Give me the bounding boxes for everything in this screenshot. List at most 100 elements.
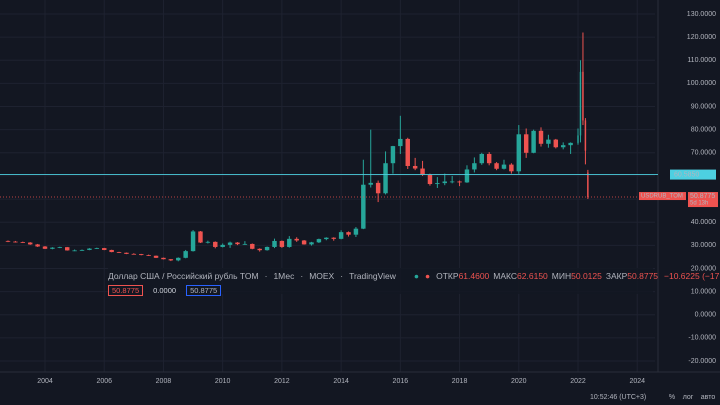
- candle-body: [587, 172, 589, 198]
- candle-body: [146, 255, 151, 256]
- y-tick-label: 20.0000: [691, 265, 716, 272]
- ohlc-value: 61.4600: [458, 271, 490, 281]
- ohlc-item: ЗАКР50.8775: [606, 271, 658, 281]
- price-line-tag: [670, 169, 716, 180]
- candle-body: [153, 255, 159, 258]
- candle-body: [509, 164, 514, 172]
- y-tick-label: 130.0000: [687, 11, 716, 18]
- y-tick-label: 110.0000: [687, 57, 716, 64]
- y-tick-label: 40.0000: [691, 219, 716, 226]
- x-tick-label: 2022: [570, 378, 586, 385]
- candle-body: [139, 254, 144, 256]
- candle-body: [464, 169, 470, 183]
- y-tick-label: 0.0000: [695, 312, 717, 319]
- symbol-tag: [639, 192, 686, 201]
- candle-body: [516, 134, 522, 172]
- scale-button[interactable]: авто: [701, 394, 716, 401]
- candle-body: [109, 249, 114, 253]
- scale-button[interactable]: лог: [683, 394, 694, 401]
- y-tick-label: -20.0000: [688, 358, 716, 365]
- candle-body: [457, 181, 462, 183]
- candle-body: [368, 182, 373, 185]
- y-tick-label: 80.0000: [691, 127, 716, 134]
- candle-body: [346, 232, 351, 235]
- status-time: 10:52:46 (UTC+3): [590, 394, 646, 401]
- symbol-title[interactable]: Доллар США / Российский рубль TOM: [108, 271, 259, 281]
- x-tick-label: 2006: [96, 378, 112, 385]
- candle-body: [390, 146, 396, 164]
- candle-body: [479, 153, 484, 164]
- candle-body: [412, 165, 418, 169]
- candle-body: [383, 163, 388, 194]
- y-tick-label: 100.0000: [687, 80, 716, 87]
- candle-body: [486, 153, 492, 164]
- candle-body: [287, 238, 292, 247]
- candle-body: [523, 134, 529, 153]
- value-box: 50.8775: [108, 284, 144, 296]
- candle-body: [279, 240, 285, 247]
- candle-body: [494, 163, 499, 169]
- candle-body: [57, 247, 63, 248]
- candle-body: [235, 242, 240, 245]
- candle-body: [5, 240, 11, 242]
- candle-body: [577, 135, 579, 143]
- candle-body: [472, 163, 477, 170]
- candle-body: [531, 130, 536, 153]
- candle-body: [449, 181, 455, 183]
- candle-body: [20, 242, 26, 243]
- candle-body: [79, 249, 85, 251]
- source: TradingView: [349, 271, 396, 281]
- candle-body: [198, 231, 203, 243]
- candle-body: [375, 182, 381, 194]
- interval[interactable]: 1Мес: [273, 271, 295, 281]
- candle-body: [257, 248, 262, 251]
- candle-body: [250, 243, 255, 249]
- candle-body: [161, 257, 166, 260]
- y-tick-label: -10.0000: [688, 335, 716, 342]
- candle-body: [72, 250, 77, 252]
- ohlc-value: 50.8775: [627, 271, 659, 281]
- candle-body: [579, 71, 582, 136]
- candle-body: [398, 138, 403, 147]
- candle-body: [420, 168, 425, 175]
- x-tick-label: 2012: [274, 378, 290, 385]
- candle-body: [190, 231, 196, 252]
- x-tick-label: 2008: [156, 378, 172, 385]
- change: −10.6225 (−17.27%): [664, 271, 720, 281]
- y-tick-label: 90.0000: [691, 103, 716, 110]
- candle-body: [560, 145, 566, 148]
- candle-body: [361, 184, 366, 229]
- candle-body: [124, 252, 129, 254]
- ohlc-label: ЗАКР: [605, 271, 628, 281]
- candle-body: [427, 174, 433, 185]
- candle-body: [338, 232, 344, 239]
- candle-body: [35, 244, 40, 247]
- value-box: 0.0000: [153, 285, 177, 295]
- candle-body: [309, 242, 314, 245]
- candle-body: [50, 247, 55, 249]
- candle-body: [553, 139, 559, 148]
- candle-body: [442, 181, 447, 184]
- exchange: MOEX: [309, 271, 335, 281]
- legend: Доллар США / Российский рубль TOM · 1Мес ·…: [108, 268, 720, 296]
- candle-body: [584, 120, 587, 151]
- candle-body: [87, 248, 92, 250]
- value-box: 50.8775: [186, 284, 222, 296]
- candle-body: [546, 139, 551, 144]
- candle-body: [353, 228, 359, 235]
- candle-body: [301, 240, 307, 245]
- candle-body: [42, 246, 48, 249]
- ohlc-value: 50.0125: [571, 271, 602, 281]
- candle-body: [183, 251, 188, 258]
- ohlc-label: МАКС: [493, 271, 518, 281]
- candle-body: [227, 242, 233, 245]
- candle-body: [538, 130, 544, 144]
- candle-body: [131, 253, 137, 255]
- x-tick-label: 2018: [452, 378, 468, 385]
- candle-body: [316, 239, 322, 243]
- scale-button[interactable]: %: [669, 394, 675, 401]
- candle-body: [294, 238, 299, 241]
- candle-body: [324, 237, 329, 240]
